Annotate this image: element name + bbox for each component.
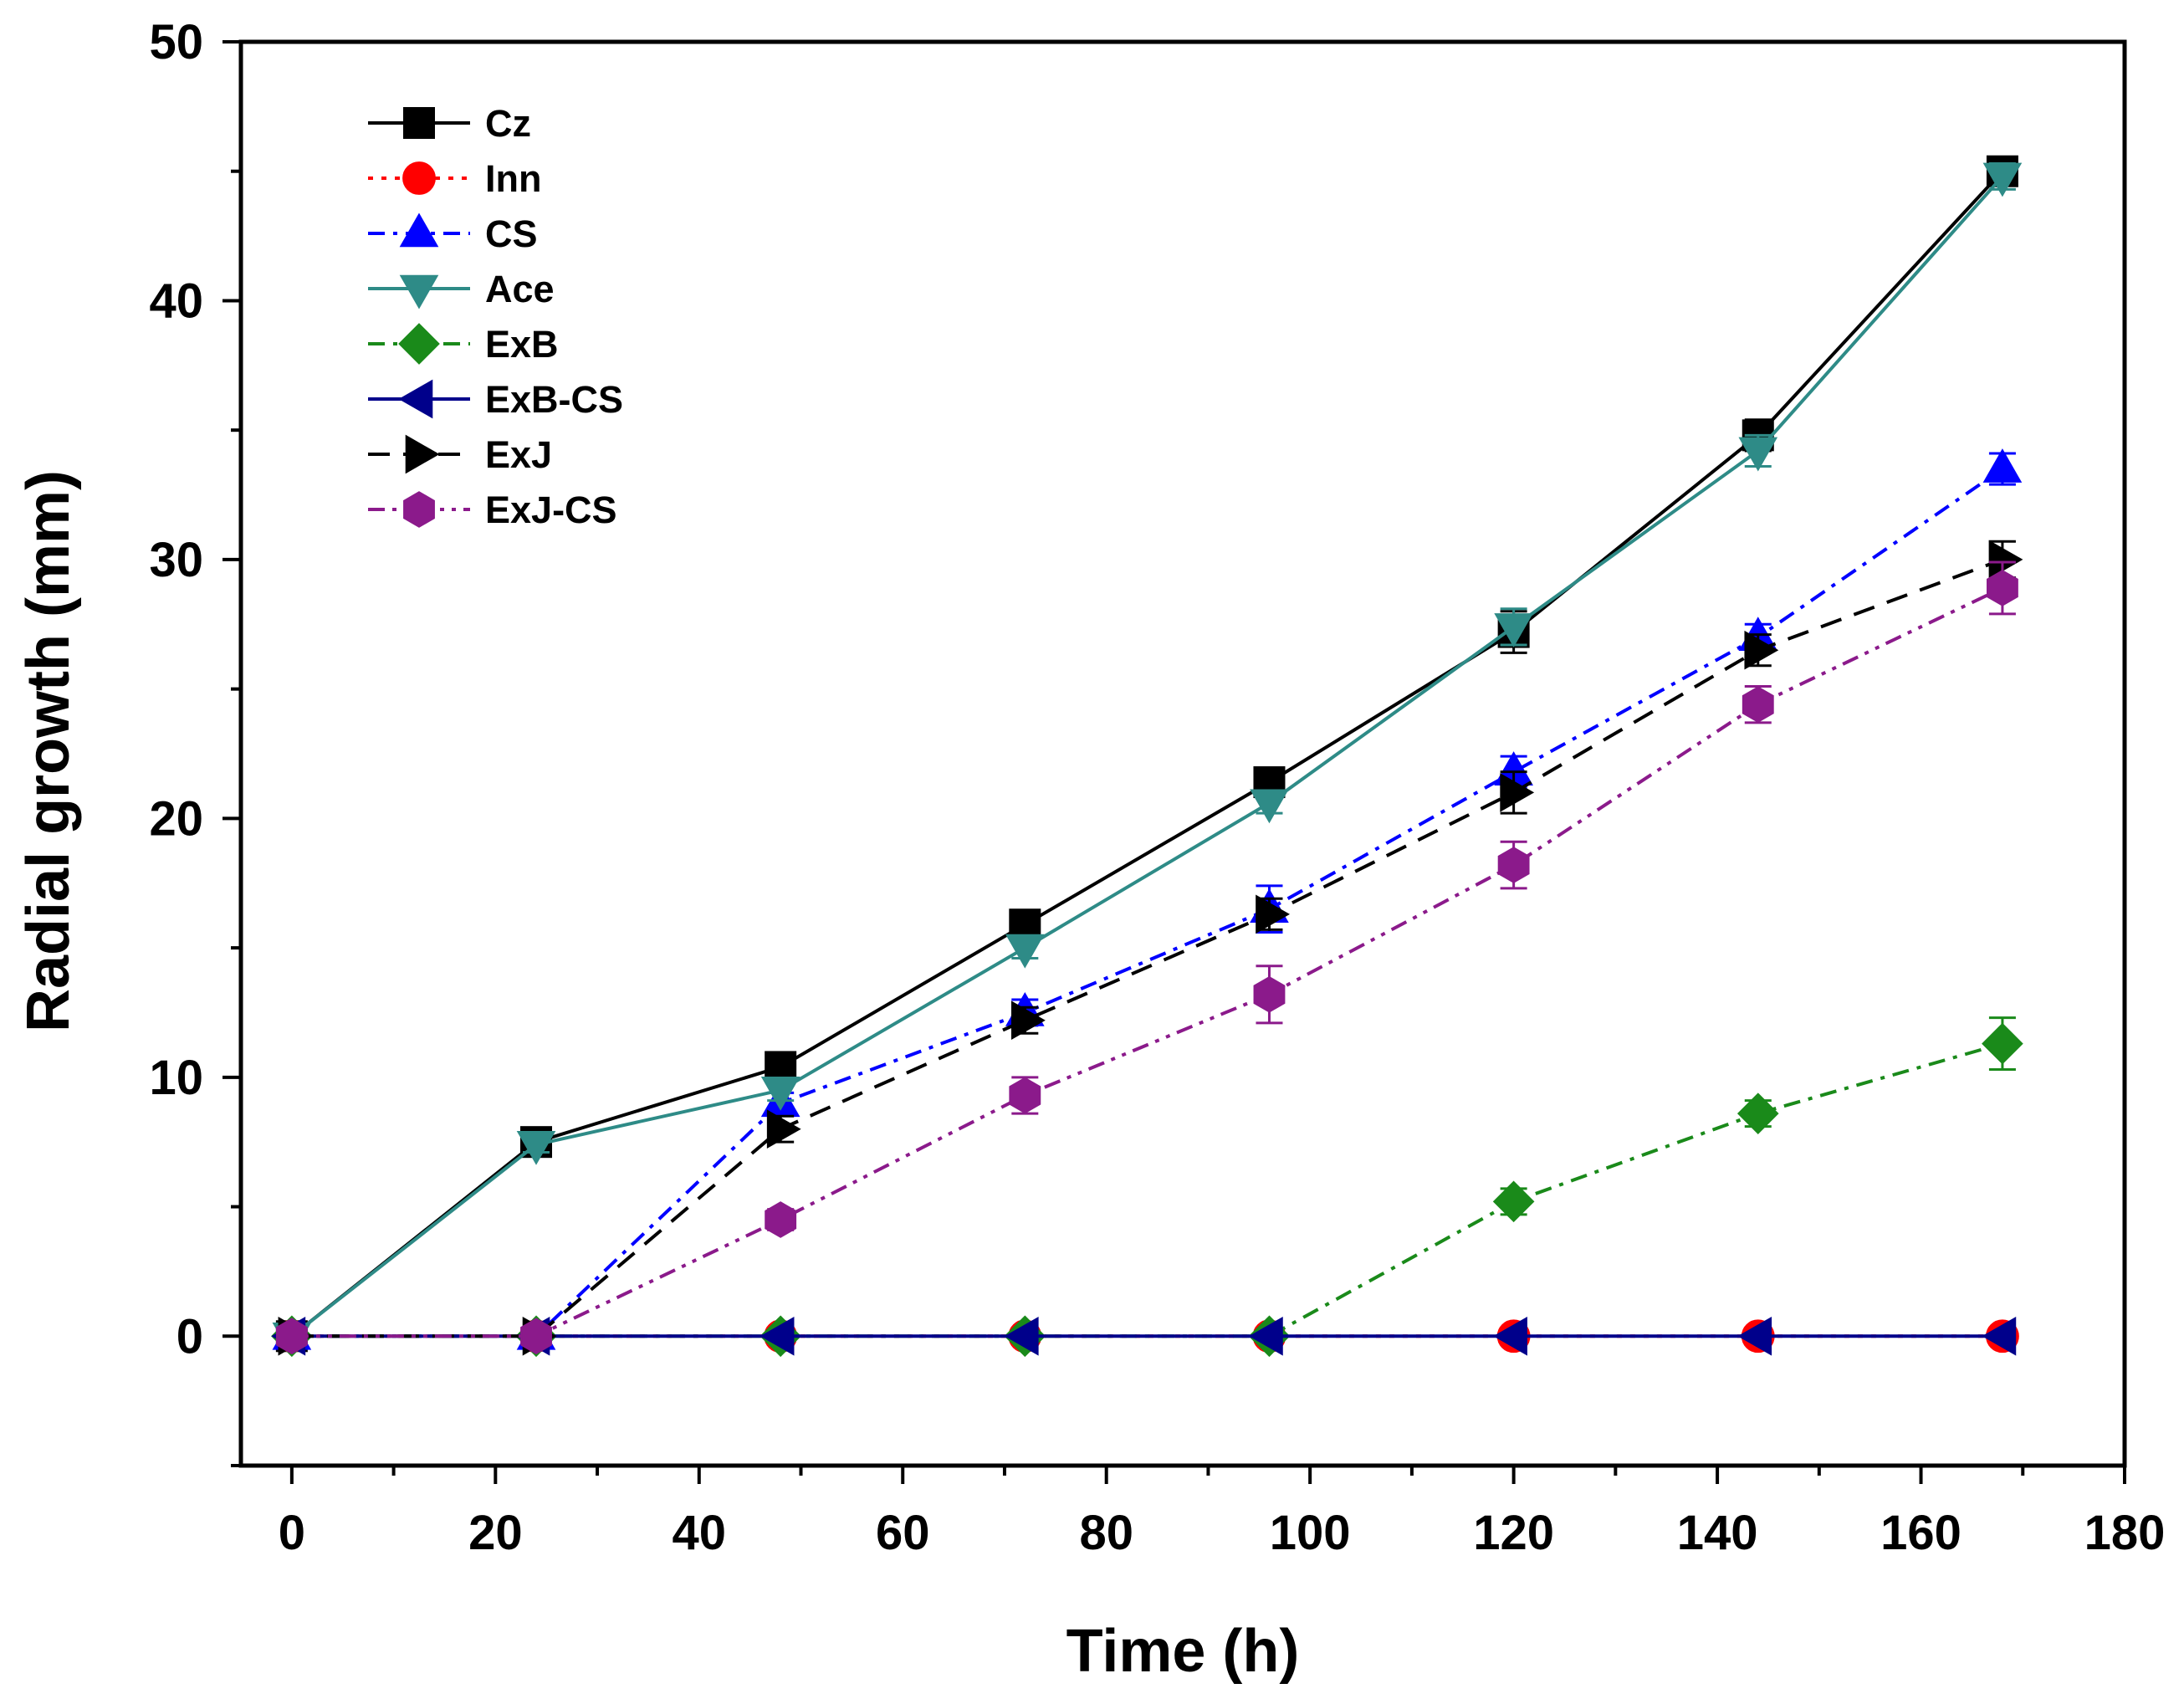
series-line-ExB: [291, 1041, 2003, 1338]
data-point: [1988, 540, 2023, 580]
data-point: [516, 1130, 556, 1165]
data-point: [1500, 773, 1535, 812]
legend-marker: [398, 323, 440, 365]
data-point: [1982, 1316, 2017, 1356]
data-point: [1248, 1316, 1283, 1356]
data-point: [1737, 1316, 1772, 1356]
series-line-ExJ-CS: [291, 586, 2003, 1338]
y-tick-label: 0: [176, 1309, 203, 1364]
series-ExJ: [278, 540, 2023, 1356]
legend-item-ExJ: ExJ: [368, 433, 552, 476]
legend-item-ExB: ExB: [368, 323, 559, 366]
legend-label: ExJ: [485, 433, 552, 476]
legend-item-Inn: Inn: [368, 157, 541, 200]
legend-item-Cz: Cz: [368, 102, 531, 145]
series-layer: [271, 155, 2023, 1358]
y-tick-label: 30: [149, 533, 203, 587]
y-tick-label: 40: [149, 274, 203, 328]
plot-frame: [238, 39, 2127, 1468]
data-point: [1742, 686, 1774, 724]
legend-marker: [403, 491, 435, 528]
y-tick-label: 50: [149, 15, 203, 69]
legend-marker: [399, 274, 439, 310]
legend-item-ExJ-CS: ExJ-CS: [368, 489, 617, 531]
data-point: [1982, 1022, 2023, 1065]
legend-label: Cz: [485, 102, 531, 145]
data-point: [1004, 1316, 1039, 1356]
series-line-Cz: [290, 170, 2004, 1338]
x-tick-label: 0: [279, 1506, 305, 1560]
series-ExJ-CS: [275, 560, 2018, 1355]
y-tick-label: 10: [149, 1051, 203, 1105]
legend-label: Ace: [485, 268, 555, 310]
y-tick-label: 20: [149, 791, 203, 846]
x-tick-label: 20: [468, 1506, 523, 1560]
y-axis-title: Radial growth (mm): [15, 470, 82, 1032]
data-point: [1009, 1077, 1041, 1114]
legend-label: CS: [485, 212, 538, 255]
x-axis-title: Time (h): [1066, 1618, 1300, 1685]
data-point: [1250, 789, 1289, 824]
data-point: [760, 1076, 800, 1111]
x-tick-label: 140: [1677, 1506, 1758, 1560]
data-point: [275, 1318, 308, 1355]
data-point: [1497, 847, 1530, 883]
series-line-ExJ: [291, 558, 2003, 1338]
legend-label: ExB-CS: [485, 378, 623, 421]
x-tick-label: 100: [1270, 1506, 1351, 1560]
data-point: [1744, 630, 1779, 670]
data-point: [760, 1316, 795, 1356]
data-point: [520, 1318, 552, 1355]
data-point: [1982, 162, 2023, 197]
data-point: [1494, 613, 1533, 647]
legend-marker: [405, 434, 440, 474]
legend-marker: [402, 161, 436, 195]
data-point: [1253, 975, 1286, 1013]
axis-ticks: 0 20 40 60 80 100 120 140 160 180 0 10 20 30 40 50: [149, 15, 2165, 1560]
data-point: [1493, 1316, 1527, 1356]
legend-marker: [399, 212, 439, 248]
legend-marker: [398, 379, 433, 419]
data-point: [1736, 1093, 1779, 1134]
legend-item-Ace: Ace: [368, 268, 555, 310]
series-ExB: [271, 1016, 2023, 1358]
x-tick-label: 60: [876, 1506, 930, 1560]
legend-item-ExB-CS: ExB-CS: [368, 378, 623, 421]
data-point: [1011, 1000, 1046, 1041]
data-point: [1005, 934, 1045, 969]
x-tick-label: 120: [1473, 1506, 1554, 1560]
data-point: [1492, 1180, 1535, 1223]
data-point: [1738, 437, 1778, 472]
data-point: [766, 1109, 801, 1149]
legend-label: ExJ-CS: [485, 489, 617, 531]
series-line-Ace: [290, 175, 2004, 1338]
data-point: [1256, 894, 1290, 934]
x-tick-label: 80: [1079, 1506, 1133, 1560]
series-CS: [272, 448, 2023, 1350]
series-line-CS: [291, 467, 2004, 1338]
legend: Cz Inn CS Ace ExB ExB-CS ExJ ExJ-CS: [368, 102, 623, 531]
legend-label: Inn: [485, 157, 541, 200]
legend-marker: [403, 107, 435, 139]
x-tick-label: 40: [673, 1506, 727, 1560]
legend-item-CS: CS: [368, 212, 538, 255]
x-tick-label: 180: [2084, 1506, 2166, 1560]
data-point: [765, 1201, 797, 1238]
data-point: [1982, 448, 2023, 483]
legend-label: ExB: [485, 323, 559, 366]
data-point: [1986, 570, 2018, 606]
x-tick-label: 160: [1880, 1506, 1962, 1560]
